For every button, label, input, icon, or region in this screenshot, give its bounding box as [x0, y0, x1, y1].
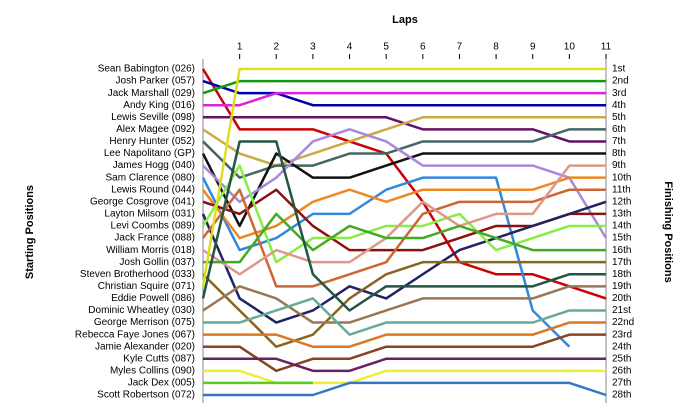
finishing-position-label: 23rd: [612, 329, 632, 340]
starting-position-label: Kyle Cutts (087): [123, 353, 195, 364]
starting-position-label: Sean Babington (026): [98, 64, 195, 75]
starting-position-label: Myles Collins (090): [110, 365, 195, 376]
starting-position-label: Eddie Powell (086): [111, 293, 195, 304]
starting-position-label: Rebecca Faye Jones (067): [75, 329, 195, 340]
finishing-position-label: 7th: [612, 136, 626, 147]
finishing-position-label: 22nd: [612, 317, 634, 328]
finishing-position-label: 6th: [612, 124, 626, 135]
finishing-position-label: 16th: [612, 245, 631, 256]
starting-position-label: Lee Napolitano (GP): [104, 148, 195, 159]
x-tick-label: 7: [457, 42, 463, 53]
starting-position-label: Dominic Wheatley (030): [88, 305, 195, 316]
finishing-position-label: 24th: [612, 341, 631, 352]
driver-line: [203, 333, 606, 373]
x-tick-label: 5: [383, 42, 389, 53]
starting-position-label: Alex Magee (092): [116, 124, 195, 135]
driver-line: [201, 176, 571, 348]
driver-line: [203, 369, 606, 385]
finishing-position-label: 20th: [612, 293, 631, 304]
driver-line: [202, 285, 606, 324]
y-axis-title: Starting Positions: [24, 185, 36, 279]
finishing-position-label: 9th: [612, 160, 626, 171]
starting-position-label: Jack Dex (005): [128, 378, 195, 389]
starting-position-label: Lewis Round (044): [111, 184, 195, 195]
x-tick-label: 10: [564, 42, 576, 53]
starting-position-label: Steven Brotherhood (033): [80, 269, 195, 280]
starting-position-label: Lewis Seville (098): [111, 112, 195, 123]
x-tick-label: 11: [601, 42, 612, 53]
driver-line: [202, 176, 606, 240]
starting-position-label: Jack France (088): [114, 233, 195, 244]
x-tick-label: 6: [420, 42, 426, 53]
driver-line: [201, 152, 606, 228]
driver-line: [201, 68, 607, 300]
starting-position-label: Christian Squire (071): [98, 281, 195, 292]
driver-line: [202, 260, 606, 348]
finishing-position-label: 14th: [612, 221, 631, 232]
x-tick-label: 3: [310, 42, 316, 53]
finishing-position-label: 2nd: [612, 76, 629, 87]
driver-line: [202, 79, 606, 107]
driver-line: [201, 67, 606, 287]
finishing-position-label: 18th: [612, 269, 631, 280]
driver-line: [203, 357, 606, 373]
finishing-position-label: 17th: [612, 257, 631, 268]
finishing-position-label: 19th: [612, 281, 631, 292]
driver-line: [203, 321, 606, 348]
finishing-position-label: 3rd: [612, 88, 626, 99]
starting-position-label: Scott Robertson (072): [97, 390, 195, 401]
finishing-position-label: 10th: [612, 172, 631, 183]
x-tick-label: 4: [347, 42, 353, 53]
driver-line: [202, 79, 606, 95]
finishing-position-label: 11th: [612, 184, 631, 195]
starting-position-label: Henry Hunter (052): [109, 136, 195, 147]
finishing-position-label: 12th: [612, 196, 631, 207]
driver-line: [202, 164, 606, 276]
x-tick-label: 8: [493, 42, 499, 53]
finishing-position-label: 21st: [612, 305, 631, 316]
finishing-position-label: 4th: [612, 100, 626, 111]
x-axis-title: Laps: [392, 14, 418, 26]
starting-position-label: George Cosgrove (041): [90, 196, 195, 207]
y2-axis-title: Finishing Positions: [662, 181, 674, 282]
starting-position-label: Josh Gollin (037): [119, 257, 195, 268]
driver-line: [203, 212, 606, 264]
finishing-position-label: 15th: [612, 233, 631, 244]
x-tick-label: 1: [237, 42, 243, 53]
driver-line: [202, 128, 608, 239]
driver-line: [201, 140, 606, 312]
starting-position-label: Josh Parker (057): [116, 76, 195, 87]
starting-position-label: George Merrison (075): [94, 317, 195, 328]
finishing-position-label: 27th: [612, 378, 631, 389]
starting-position-label: Levi Coombs (089): [111, 221, 195, 232]
finishing-position-label: 26th: [612, 365, 631, 376]
driver-line: [203, 91, 606, 107]
finishing-position-label: 28th: [612, 390, 631, 401]
finishing-position-label: 13th: [612, 209, 631, 220]
driver-line: [203, 297, 606, 336]
starting-position-label: Layton Milsom (031): [104, 209, 195, 220]
x-tick-label: 2: [273, 42, 279, 53]
driver-line: [203, 381, 607, 397]
finishing-position-label: 5th: [612, 112, 626, 123]
x-tick-label: 9: [530, 42, 536, 53]
finishing-position-label: 25th: [612, 353, 631, 364]
starting-position-label: Jamie Alexander (020): [95, 341, 195, 352]
finishing-position-label: 1st: [612, 64, 626, 75]
finishing-position-label: 8th: [612, 148, 626, 159]
starting-position-label: James Hogg (040): [113, 160, 195, 171]
starting-position-label: William Morris (018): [106, 245, 195, 256]
driver-line: [201, 164, 606, 264]
starting-position-label: Jack Marshall (029): [108, 88, 195, 99]
starting-position-label: Sam Clarence (080): [106, 172, 195, 183]
starting-position-label: Andy King (016): [123, 100, 195, 111]
